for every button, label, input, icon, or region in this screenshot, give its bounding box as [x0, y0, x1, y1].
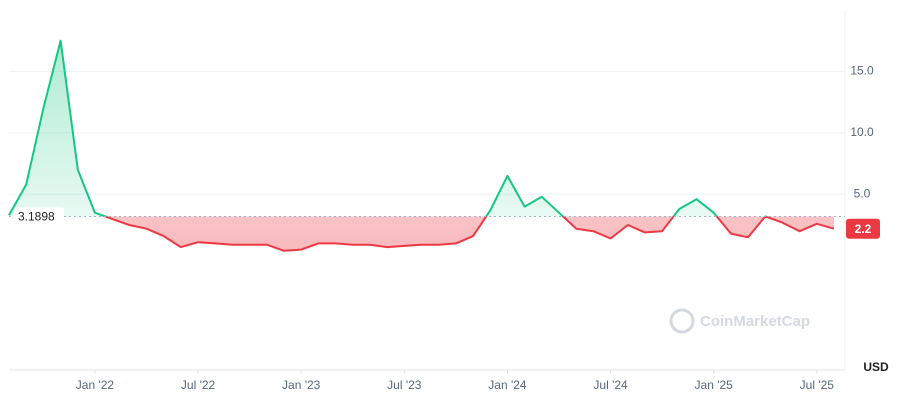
- y-tick-label: 5.0: [854, 186, 871, 200]
- x-tick-label: Jan '25: [695, 378, 734, 392]
- watermark-text: CoinMarketCap: [700, 313, 810, 330]
- x-tick-label: Jul '25: [800, 378, 835, 392]
- y-tick-label: 15.0: [850, 64, 874, 78]
- x-tick-label: Jul '22: [181, 378, 216, 392]
- area-down: [9, 216, 834, 251]
- last-price-bg: [846, 218, 880, 239]
- x-tick-label: Jul '24: [593, 378, 628, 392]
- price-line-up: [8, 39, 769, 217]
- baseline-label: 3.1898: [18, 210, 55, 224]
- x-tick-label: Jan '22: [76, 378, 115, 392]
- last-price-label: 2.2: [855, 222, 872, 236]
- area-up: [9, 40, 766, 217]
- x-tick-label: Jan '24: [488, 378, 527, 392]
- baseline-label-bg: [14, 207, 64, 226]
- x-tick-label: Jan '23: [282, 378, 321, 392]
- price-line-down: [102, 216, 835, 252]
- watermark: CoinMarketCap: [669, 308, 810, 334]
- currency-label: USD: [863, 360, 889, 374]
- y-tick-label: 10.0: [850, 125, 874, 139]
- x-tick-label: Jul '23: [387, 378, 422, 392]
